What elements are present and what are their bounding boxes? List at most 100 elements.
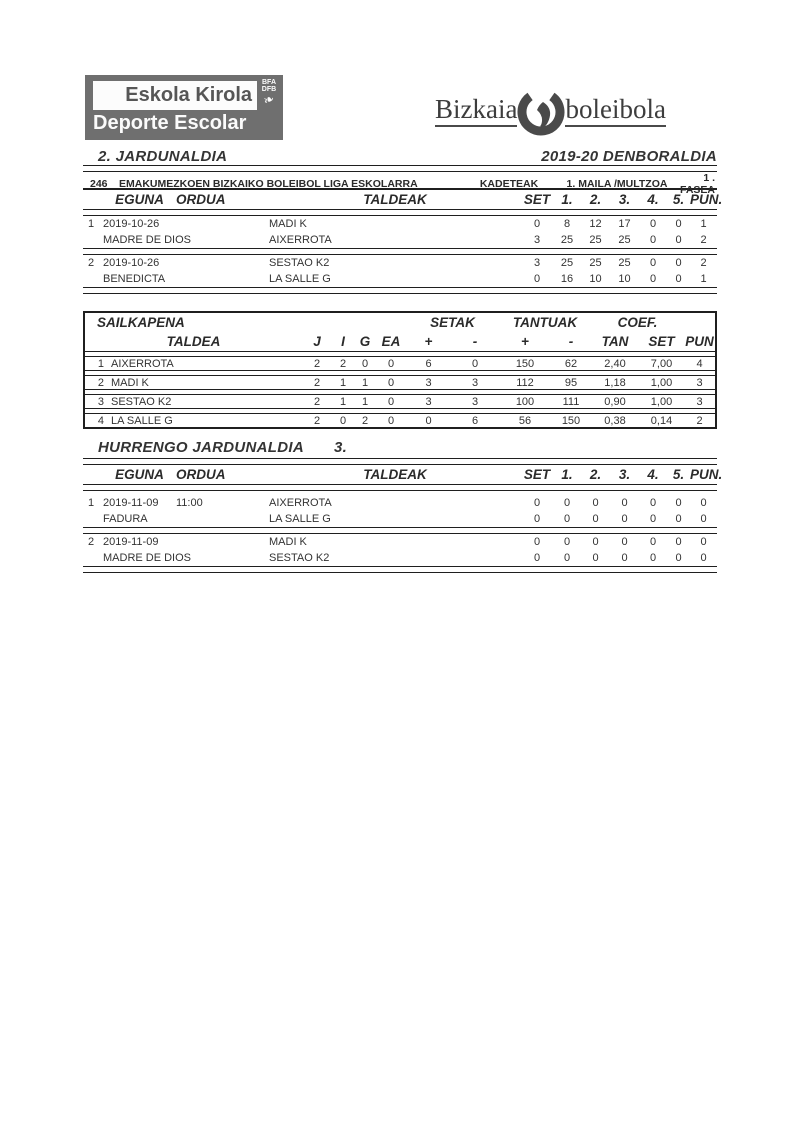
col-ordua: ORDUA (176, 192, 226, 207)
set3-score: 0 (621, 513, 628, 525)
played: 2 (313, 414, 321, 427)
bizkaia-text: Bizkaia (435, 94, 518, 127)
col-pun: PUN. (690, 467, 723, 482)
ea: 0 (387, 357, 395, 370)
sets-won: 0 (533, 552, 541, 564)
lost: 2 (361, 414, 369, 427)
set1-score: 0 (563, 513, 571, 525)
lost: 1 (361, 376, 369, 389)
set2-score: 0 (592, 552, 599, 564)
set4-score: 0 (649, 552, 657, 564)
set2-score: 0 (592, 497, 599, 509)
col-eguna: EGUNA (115, 192, 164, 207)
bizkaia-boleibola-logo: Bizkaia boleibola (435, 83, 666, 137)
group-tantuak: TANTUAK (512, 314, 578, 330)
points-against: 150 (561, 414, 581, 427)
points-against: 62 (564, 357, 578, 370)
col-set: SET (648, 333, 675, 349)
col-set2: 2. (589, 467, 602, 482)
next-round-number: 3. (334, 439, 348, 456)
standings-group-header: SAILKAPENA SETAK TANTUAK COEF. (85, 313, 715, 331)
col-taldea: TALDEA (166, 333, 221, 349)
document-content: Eskola Kirola Deporte Escolar BFA DFB ❧ … (83, 75, 723, 573)
set4-score: 0 (649, 536, 657, 548)
sets-against: 3 (471, 376, 479, 389)
league-phase: 1 . FASEA (679, 172, 715, 196)
standings-title: SAILKAPENA (97, 314, 185, 330)
set5-score: 0 (675, 273, 682, 285)
points-for: 56 (518, 414, 532, 427)
match-points: 0 (700, 552, 707, 564)
bfa-text: BFA (262, 79, 276, 86)
set3-score: 0 (621, 536, 628, 548)
next-round-title: HURRENGO JARDUNALDIA 3. (83, 439, 717, 458)
match-points: 0 (700, 497, 707, 509)
col-j: J (313, 333, 321, 349)
ea: 0 (387, 395, 395, 408)
set1-score: 25 (560, 234, 574, 246)
col-i: I (341, 333, 345, 349)
standings-header-row: TALDEA J I G EA + - + - TAN SET PUN (85, 331, 715, 351)
divider (83, 165, 717, 172)
col-tantuak-plus: + (521, 333, 529, 349)
team-name: MADI K (269, 218, 307, 230)
divider (83, 248, 717, 255)
match-date: 2019-10-26 (103, 257, 160, 269)
rank: 4 (97, 414, 104, 427)
next-round-header-row: EGUNA ORDUA TALDEAK SET 1. 2. 3. 4. 5. P… (83, 465, 723, 484)
col-set3: 3. (618, 467, 631, 482)
match-venue: MADRE DE DIOS (103, 552, 192, 564)
set1-score: 16 (560, 273, 574, 285)
points-against: 111 (562, 395, 580, 408)
table-row: MADRE DE DIOS SESTAO K2 0 0 0 0 0 0 0 (83, 550, 717, 566)
coef-set: 1,00 (650, 376, 673, 389)
col-g: G (359, 333, 371, 349)
col-set1: 1. (561, 192, 573, 207)
points-for: 100 (515, 395, 535, 408)
season-title: 2019-20 DENBORALDIA (541, 148, 717, 165)
divider (85, 351, 715, 357)
coef-set: 7,00 (650, 357, 673, 370)
set2-score: 25 (589, 257, 602, 269)
table-row: 2 2019-11-09 MADI K 0 0 0 0 0 0 0 (83, 534, 717, 550)
col-set4: 4. (647, 192, 659, 207)
set5-score: 0 (675, 536, 682, 548)
col-tan: TAN (601, 333, 629, 349)
match-time: 11:00 (176, 497, 203, 509)
rank: 1 (97, 357, 104, 370)
team-name: SESTAO K2 (269, 257, 330, 269)
match-points: 0 (700, 513, 707, 525)
match-points: 1 (700, 218, 707, 230)
divider (83, 484, 717, 491)
points-against: 95 (564, 376, 578, 389)
set1-score: 0 (563, 536, 571, 548)
sets-won: 0 (533, 273, 541, 285)
match-number: 1 (88, 497, 95, 509)
col-setak-plus: + (424, 333, 433, 349)
set3-score: 25 (618, 257, 631, 269)
sets-against: 3 (471, 395, 479, 408)
bizkaia-swirl-icon (517, 88, 565, 136)
eskola-kirola-text: Eskola Kirola (125, 84, 252, 106)
match-date: 2019-11-09 (103, 536, 159, 548)
round-title: 2. JARDUNALDIA (98, 148, 228, 165)
points-for: 112 (516, 376, 534, 389)
coef-tan: 0,90 (604, 395, 626, 408)
sets-for: 3 (425, 395, 432, 408)
lost: 0 (361, 357, 369, 370)
team-name: SESTAO K2 (269, 552, 330, 564)
set3-score: 17 (618, 218, 631, 230)
divider (85, 408, 715, 414)
col-ea: EA (381, 333, 401, 349)
set2-score: 12 (589, 218, 602, 230)
match-date: 2019-11-09 (103, 497, 159, 509)
set4-score: 0 (649, 273, 657, 285)
set4-score: 0 (649, 497, 657, 509)
sets-against: 0 (471, 357, 479, 370)
col-pun: PUN. (690, 192, 723, 207)
table-row: 2 2019-10-26 SESTAO K2 3 25 25 25 0 0 2 (83, 255, 717, 271)
team-name: LA SALLE G (269, 273, 331, 285)
set1-score: 0 (563, 497, 571, 509)
coef-tan: 1,18 (604, 376, 626, 389)
next-round-table: EGUNA ORDUA TALDEAK SET 1. 2. 3. 4. 5. P… (83, 458, 723, 573)
